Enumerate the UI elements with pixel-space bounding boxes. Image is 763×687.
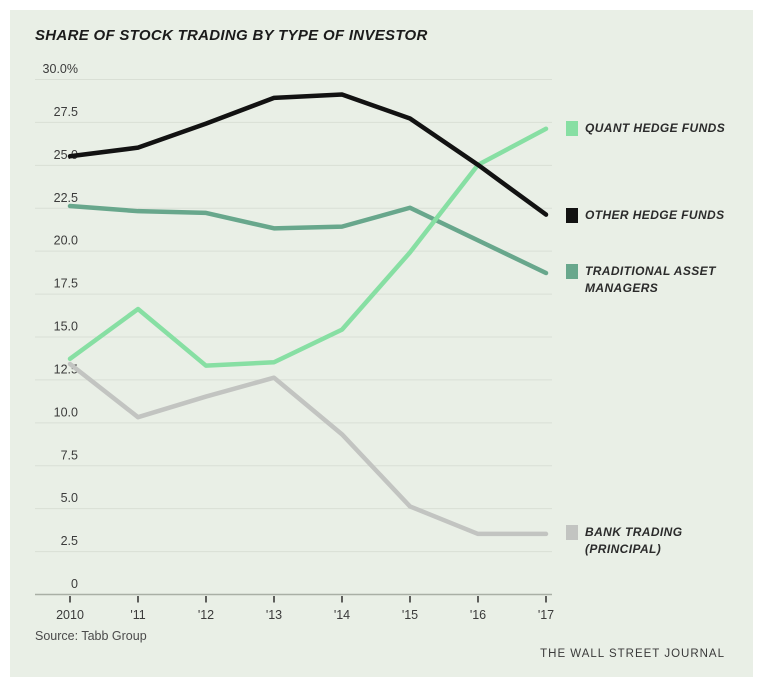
x-tick-label: '13: [266, 608, 282, 622]
x-tick-label: '17: [538, 608, 554, 622]
series-line-quant-hedge-funds: [67, 126, 549, 368]
x-tick-label: '15: [402, 608, 418, 622]
legend-item-quant-hedge-funds: QUANT HEDGE FUNDS: [566, 120, 725, 137]
legend-label-line: QUANT HEDGE FUNDS: [585, 121, 726, 135]
x-tick-label: 2010: [56, 608, 84, 622]
legend-label-line: TRADITIONAL ASSET: [585, 264, 716, 278]
legend-label-other: OTHER HEDGE FUNDS: [585, 207, 724, 224]
y-tick-label: 27.5: [54, 105, 78, 119]
y-tick-label: 22.5: [54, 191, 78, 205]
y-tick-label: 10.0: [54, 405, 78, 419]
legend-label-line: (PRINCIPAL): [585, 542, 662, 556]
y-tick-label: 7.5: [61, 448, 78, 462]
series-line-other-hedge-funds: [67, 92, 549, 217]
series-line-bank-trading-principal-: [67, 361, 549, 537]
series-line-traditional-asset-managers: [67, 203, 549, 276]
legend-label-traditional: TRADITIONAL ASSET MANAGERS: [585, 263, 716, 297]
y-axis-labels: 02.55.07.510.012.515.017.520.022.525.027…: [43, 62, 79, 591]
wsj-footer: THE WALL STREET JOURNAL: [540, 648, 725, 660]
y-tick-label: 15.0: [54, 320, 78, 334]
y-tick-label: 30.0%: [43, 62, 78, 76]
legend-label-quant: QUANT HEDGE FUNDS: [585, 120, 725, 137]
legend-swatch-bank: [566, 525, 578, 540]
series-lines: [67, 92, 549, 537]
source-note: Source: Tabb Group: [35, 629, 147, 643]
legend-label-line: BANK TRADING: [585, 525, 683, 539]
legend-swatch-traditional: [566, 264, 578, 279]
legend-label-bank: BANK TRADING (PRINCIPAL): [585, 524, 682, 558]
chart-panel: [10, 10, 753, 677]
y-tick-label: 17.5: [54, 277, 78, 291]
legend-item-bank-trading: BANK TRADING (PRINCIPAL): [566, 524, 682, 558]
legend-label-line: OTHER HEDGE FUNDS: [585, 208, 725, 222]
y-tick-label: 20.0: [54, 234, 78, 248]
y-tick-label: 5.0: [61, 491, 78, 505]
y-tick-label: 25.0: [54, 148, 78, 162]
legend-label-line: MANAGERS: [585, 281, 659, 295]
legend-item-other-hedge-funds: OTHER HEDGE FUNDS: [566, 207, 724, 224]
x-tick-label: '16: [470, 608, 486, 622]
y-tick-label: 2.5: [61, 534, 78, 548]
legend-item-traditional-asset-managers: TRADITIONAL ASSET MANAGERS: [566, 263, 716, 297]
legend-swatch-quant: [566, 121, 578, 136]
legend-swatch-other: [566, 208, 578, 223]
x-tick-label: '12: [198, 608, 214, 622]
y-tick-label: 0: [71, 577, 78, 591]
x-tick-label: '11: [130, 608, 145, 622]
x-tick-label: '14: [334, 608, 350, 622]
chart-title: SHARE OF STOCK TRADING BY TYPE OF INVEST…: [35, 27, 428, 44]
x-axis: 2010 '11 '12 '13 '14 '15 '16 '17: [35, 593, 554, 622]
